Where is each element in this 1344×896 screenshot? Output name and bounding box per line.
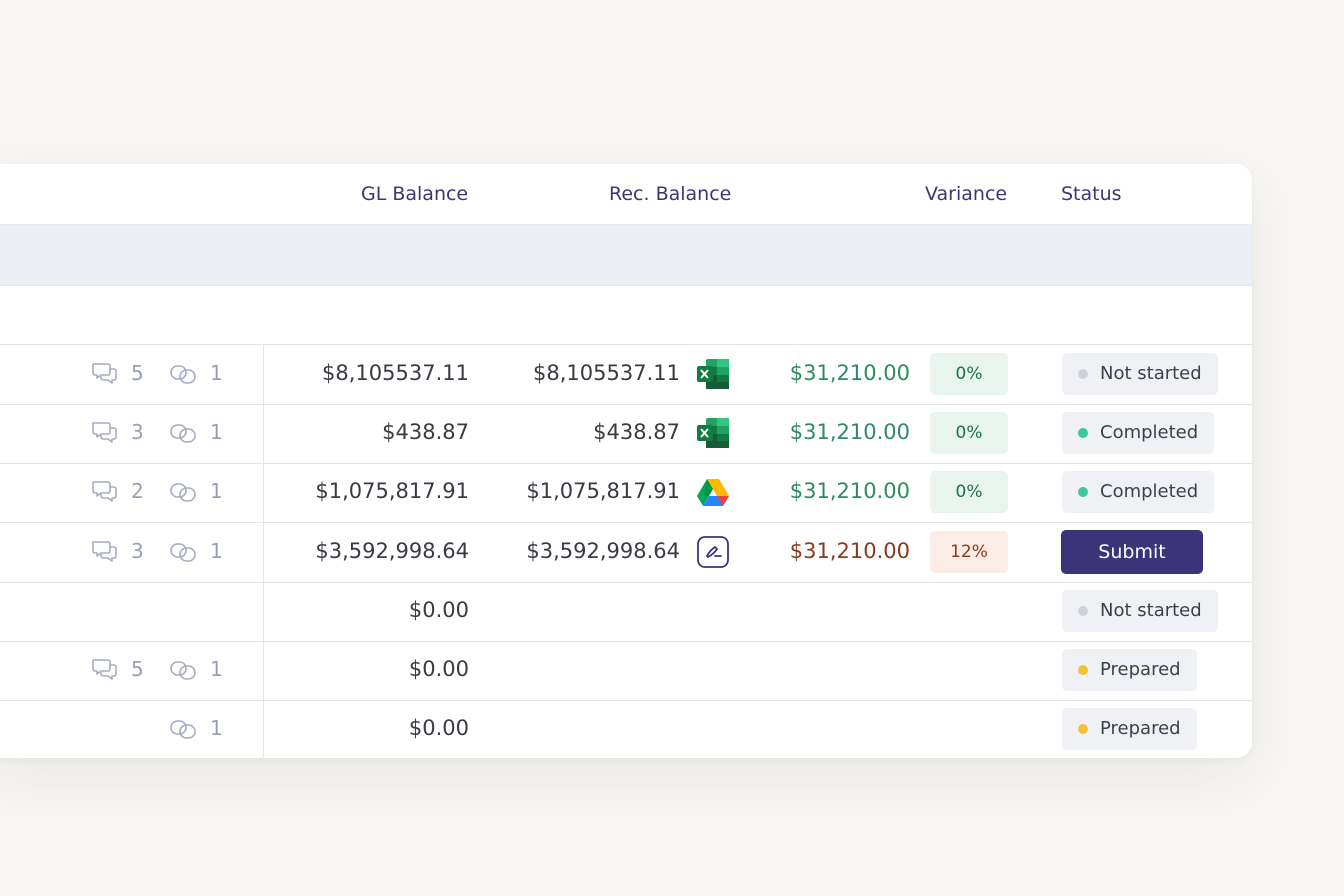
submit-button[interactable]: Submit xyxy=(1061,529,1203,574)
status-label: Not started xyxy=(1100,599,1202,621)
status-badge: Prepared xyxy=(1062,649,1197,691)
table-row[interactable]: 3 1 $438.87 $438.87 $31,210.00 0% Completed xyxy=(0,404,1252,465)
link-count: 1 xyxy=(210,716,223,741)
status-dot xyxy=(1078,724,1088,735)
google-drive-icon[interactable] xyxy=(696,476,730,508)
status-label: Not started xyxy=(1100,363,1202,384)
table-row[interactable]: 3 1 $3,592,998.64 $3,592,998.64 $31,210.00 12… xyxy=(0,523,1252,583)
excel-icon[interactable] xyxy=(696,358,730,390)
gl-balance: $0.00 xyxy=(408,597,469,622)
variance-percent-badge: 12% xyxy=(930,530,1008,573)
link-count: 1 xyxy=(210,361,223,385)
status-badge: Not started xyxy=(1062,353,1218,395)
reconciliation-table: GL Balance Rec. Balance Variance Status … xyxy=(0,164,1252,758)
table-row xyxy=(0,286,1252,345)
col-status[interactable]: Status xyxy=(1061,183,1122,205)
table-row[interactable]: 2 1 $1,075,817.91 $1,075,817.91 $31,210.00 0%… xyxy=(0,463,1252,524)
link-count: 1 xyxy=(210,479,223,504)
rec-balance: $8,105537.11 xyxy=(533,361,680,385)
variance-amount: $31,210.00 xyxy=(789,420,910,445)
status-badge: Completed xyxy=(1062,471,1215,514)
link-icon[interactable] xyxy=(168,714,198,744)
status-label: Completed xyxy=(1100,481,1199,503)
gl-balance: $1,075,817.91 xyxy=(315,479,469,504)
rec-balance: $438.87 xyxy=(593,420,680,445)
rec-balance: $1,075,817.91 xyxy=(526,479,680,504)
gl-balance: $0.00 xyxy=(408,716,469,741)
rec-balance: $3,592,998.64 xyxy=(526,538,680,563)
variance-percent-badge: 0% xyxy=(930,353,1008,395)
group-header-row xyxy=(0,225,1252,286)
variance-amount: $31,210.00 xyxy=(789,538,910,563)
comments-icon[interactable] xyxy=(90,537,120,567)
excel-icon[interactable] xyxy=(696,417,730,449)
gl-balance: $438.87 xyxy=(382,420,469,445)
comment-count: 3 xyxy=(131,538,144,563)
gl-balance: $0.00 xyxy=(408,657,469,681)
status-dot xyxy=(1078,665,1088,675)
table-row[interactable]: 5 1 $0.00 Prepared xyxy=(0,641,1252,701)
column-divider xyxy=(263,345,264,758)
col-variance[interactable]: Variance xyxy=(925,183,1008,205)
comment-count: 5 xyxy=(131,657,144,681)
variance-amount: $31,210.00 xyxy=(789,361,910,385)
table-row[interactable]: $0.00 Not started xyxy=(0,582,1252,642)
status-badge: Not started xyxy=(1062,589,1218,632)
variance-percent-badge: 0% xyxy=(930,471,1008,514)
col-rec-balance[interactable]: Rec. Balance xyxy=(609,183,732,205)
link-icon[interactable] xyxy=(168,537,198,567)
status-dot xyxy=(1078,369,1088,379)
link-count: 1 xyxy=(210,657,223,681)
comment-count: 2 xyxy=(131,479,144,504)
comments-icon[interactable] xyxy=(90,655,120,685)
link-icon[interactable] xyxy=(168,477,198,507)
comments-icon[interactable] xyxy=(90,418,120,448)
variance-percent-badge: 0% xyxy=(930,412,1008,455)
comments-icon[interactable] xyxy=(90,477,120,507)
status-label: Prepared xyxy=(1100,659,1181,680)
link-icon[interactable] xyxy=(168,359,198,389)
comments-icon[interactable] xyxy=(90,359,120,389)
variance-amount: $31,210.00 xyxy=(789,479,910,504)
status-badge: Completed xyxy=(1062,412,1215,455)
status-label: Prepared xyxy=(1100,718,1181,740)
link-icon[interactable] xyxy=(168,418,198,448)
table-row[interactable]: 1 $0.00 Prepared xyxy=(0,700,1252,758)
table-row[interactable]: 5 1 $8,105537.11 $8,105537.11 $31,210.00 0% No… xyxy=(0,345,1252,405)
status-badge: Prepared xyxy=(1062,708,1197,751)
gl-balance: $8,105537.11 xyxy=(322,361,469,385)
link-icon[interactable] xyxy=(168,655,198,685)
comment-count: 5 xyxy=(131,361,144,385)
link-count: 1 xyxy=(210,538,223,563)
gl-balance: $3,592,998.64 xyxy=(315,538,469,563)
status-label: Completed xyxy=(1100,422,1199,444)
table-header: GL Balance Rec. Balance Variance Status xyxy=(0,164,1252,225)
col-gl-balance[interactable]: GL Balance xyxy=(361,183,469,205)
status-dot xyxy=(1078,487,1088,498)
status-dot xyxy=(1078,428,1088,439)
status-dot xyxy=(1078,605,1088,616)
signature-icon[interactable] xyxy=(696,535,730,568)
link-count: 1 xyxy=(210,420,223,445)
comment-count: 3 xyxy=(131,420,144,445)
